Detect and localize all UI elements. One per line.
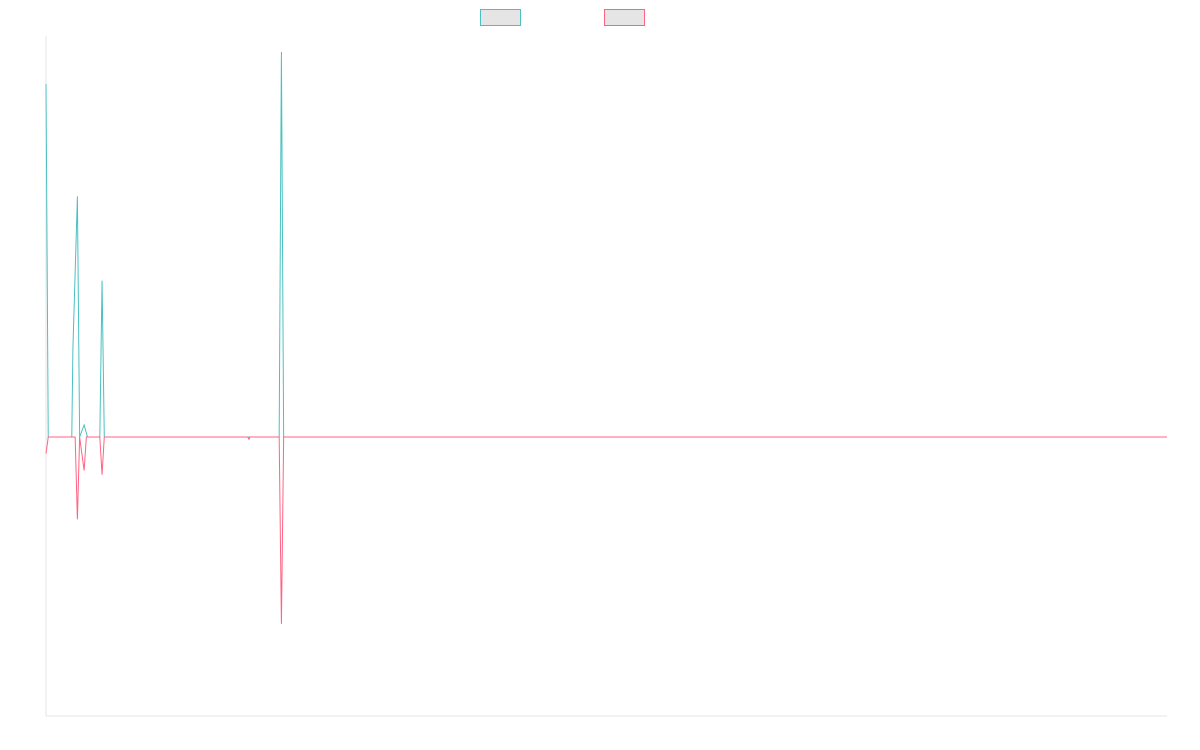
- legend-swatch-2[interactable]: [604, 9, 645, 26]
- series-2-line: [45, 436, 1167, 624]
- legend-swatch-1[interactable]: [480, 9, 521, 26]
- series-2: [45, 436, 1167, 624]
- series-1-line: [45, 52, 1167, 438]
- series-lines: [45, 52, 1167, 624]
- axes: [45, 36, 1167, 717]
- legend[interactable]: [480, 9, 645, 26]
- series-1: [45, 52, 1167, 438]
